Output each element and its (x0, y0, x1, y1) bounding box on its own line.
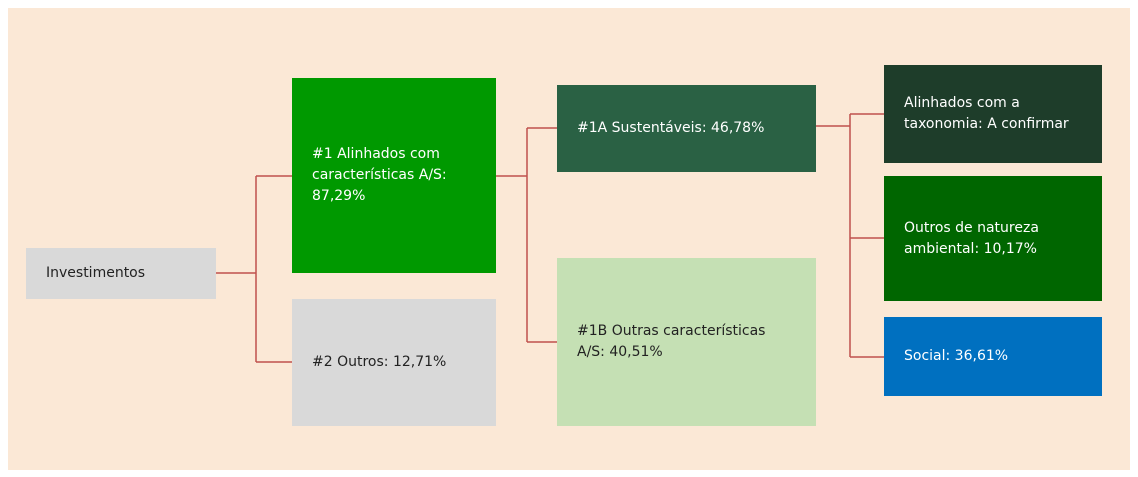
node-label: ambiental: 10,17% (904, 240, 1037, 257)
branch-node: #1B Outras características A/S: 40,51% (557, 258, 816, 426)
root-node: Investimentos (26, 248, 216, 299)
node-label: #1B Outras características (577, 323, 766, 339)
node-label: características A/S: (312, 167, 447, 183)
branch-node: #1A Sustentáveis: 46,78% (557, 85, 816, 172)
leaf-node: Social: 36,61% (884, 317, 1102, 396)
node-label: A/S: 40,51% (577, 344, 663, 360)
branch-node: #1 Alinhados com características A/S: 87,2… (292, 78, 496, 273)
node-label: Alinhados com a (904, 95, 1020, 111)
leaf-node: Outros de natureza ambiental: 10,17% (884, 176, 1102, 301)
node-label: #1 Alinhados com (312, 146, 440, 162)
node-label: Social: 36,61% (904, 348, 1009, 364)
node-label: Outros de natureza (904, 219, 1039, 236)
leaf-node: Alinhados com a taxonomia: A confirmar (884, 65, 1102, 163)
node-label: #2 Outros: 12,71% (312, 354, 447, 370)
node-label: 87,29% (312, 188, 366, 204)
node-label: #1A Sustentáveis: 46,78% (577, 120, 765, 136)
node-label: Investimentos (46, 265, 146, 281)
branch-node: #2 Outros: 12,71% (292, 299, 496, 426)
node-label: taxonomia: A confirmar (904, 116, 1069, 132)
